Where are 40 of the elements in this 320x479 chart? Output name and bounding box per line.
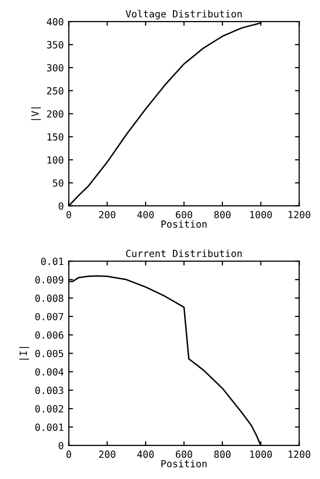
x-tick-label: 400 [137,210,154,218]
y-tick-label: 0.005 [35,350,64,358]
x-tick-label: 600 [176,210,192,218]
y-tick-label: 350 [47,41,64,48]
y-axis-title: |I| [19,347,30,360]
x-tick-label: 1000 [250,210,272,218]
y-tick-label: 0.003 [35,386,64,394]
x-axis-title: Position [162,220,207,228]
y-tick-label: 250 [47,87,64,95]
x-tick-label: 0 [66,450,72,458]
y-tick-label: 400 [46,18,64,26]
y-tick-label: 0.002 [35,405,64,412]
y-tick-label: 0.007 [35,312,64,320]
y-axis-title: |V| [31,107,41,120]
x-tick-label: 800 [214,450,231,458]
y-tick-label: 0.008 [35,294,64,302]
y-tick-label: 0.01 [41,258,64,266]
y-tick-label: 0 [58,202,64,210]
y-tick-label: 50 [52,179,64,187]
y-tick-label: 200 [47,110,64,118]
x-tick-label: 400 [137,450,154,458]
x-tick-label: 0 [66,210,72,218]
x-tick-label: 600 [176,450,192,458]
y-tick-label: 0.006 [35,331,64,339]
y-tick-label: 300 [47,64,64,72]
x-tick-label: 200 [99,450,116,458]
x-tick-label: 1200 [288,210,310,218]
x-tick-label: 200 [99,210,116,218]
y-tick-label: 0.004 [35,368,64,376]
y-tick-label: 150 [48,133,64,141]
x-tick-label: 1200 [288,450,310,458]
y-tick-label: 0 [58,442,64,450]
chart-title: Voltage Distribution [126,10,242,20]
x-tick-label: 1000 [250,450,272,458]
chart-title: Current Distribution [126,250,242,258]
y-tick-label: 100 [48,156,64,164]
x-tick-label: 800 [214,210,231,218]
y-tick-label: 0.001 [35,424,64,431]
y-tick-label: 0.009 [35,276,64,284]
x-axis-title: Position [162,460,207,468]
